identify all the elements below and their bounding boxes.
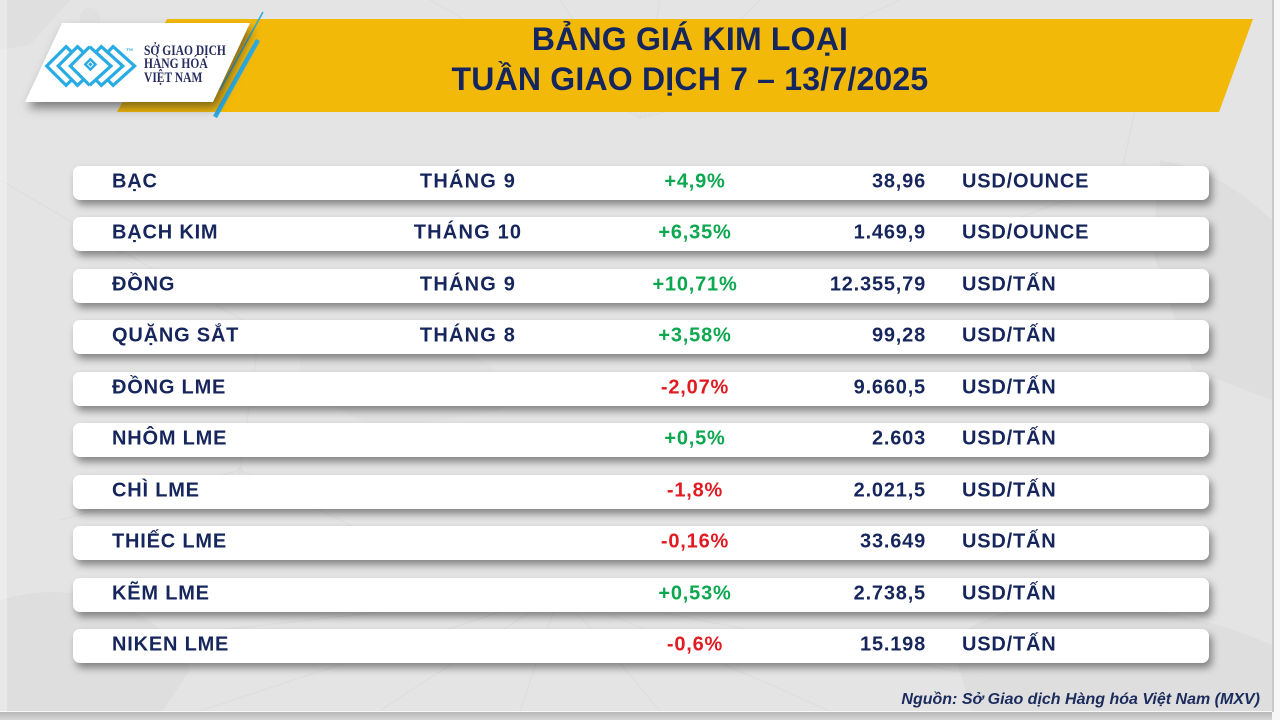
svg-text:™: ™	[126, 47, 134, 56]
